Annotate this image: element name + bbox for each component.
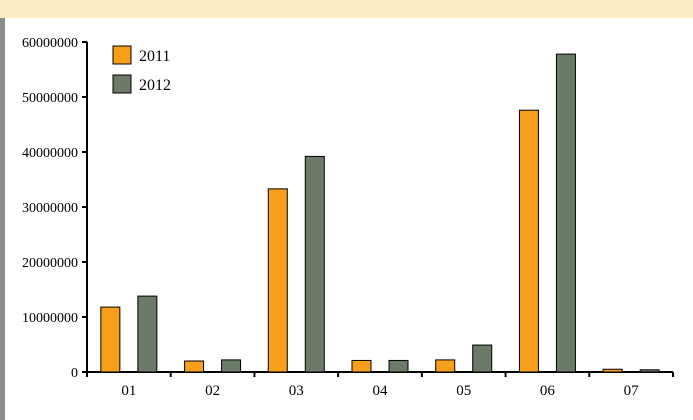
legend-swatch-2011 (112, 45, 132, 65)
x-tick-label: 07 (624, 383, 640, 399)
y-tick-label: 10000000 (22, 311, 78, 326)
y-tick-label: 30000000 (22, 201, 78, 216)
bar-2012-02 (221, 359, 242, 373)
bars (100, 53, 660, 373)
x-tick-label: 03 (289, 383, 304, 399)
y-tick-label: 60000000 (22, 36, 78, 51)
legend-label-2011: 2011 (139, 48, 170, 65)
bar-2011-05 (435, 359, 456, 373)
bar-2012-03 (304, 155, 325, 373)
bar-2011-06 (518, 109, 539, 373)
legend-label-2012: 2012 (139, 77, 171, 94)
bar-2011-03 (267, 188, 288, 373)
legend: 2011 2012 (112, 45, 171, 94)
x-tick-label: 01 (121, 383, 136, 399)
top-banner (0, 0, 693, 18)
bar-2012-06 (555, 53, 576, 373)
bar-2011-07 (602, 368, 623, 373)
bar-2011-04 (351, 359, 372, 373)
y-tick-label: 0 (71, 366, 78, 381)
bar-2012-07 (639, 369, 660, 373)
left-border-bar (0, 18, 5, 420)
x-tick-label: 04 (373, 383, 389, 399)
x-tick-label: 02 (205, 383, 220, 399)
legend-swatch-2012 (112, 74, 132, 94)
y-tick-label: 50000000 (22, 91, 78, 106)
bar-2011-02 (184, 360, 205, 373)
y-tick-label: 40000000 (22, 146, 78, 161)
x-tick-label: 05 (456, 383, 471, 399)
bar-2012-04 (388, 359, 409, 373)
bar-2011-01 (100, 306, 121, 373)
x-axis: 01 02 03 04 05 06 07 (86, 371, 674, 399)
x-tick-label: 06 (540, 383, 556, 399)
y-tick-label: 20000000 (22, 256, 78, 271)
y-axis: 0 10000000 20000000 30000000 40000000 5000000… (22, 36, 88, 381)
bar-2012-05 (472, 344, 493, 373)
bar-2012-01 (137, 295, 158, 373)
